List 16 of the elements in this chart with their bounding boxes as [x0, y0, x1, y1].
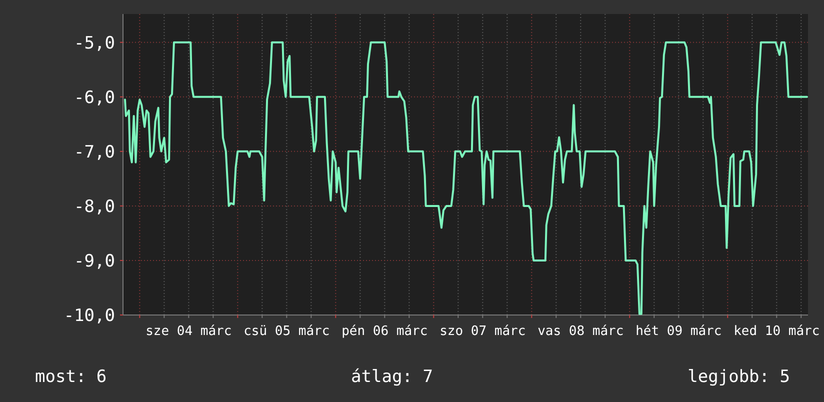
y-tick-label: -10,0	[64, 306, 115, 326]
x-tick-label: csü 05 márc	[244, 324, 330, 339]
x-tick-label: sze 04 márc	[146, 324, 232, 339]
y-tick-label: -9,0	[74, 251, 115, 272]
x-tick-label: vas 08 márc	[538, 324, 624, 339]
x-tick-label: ked 10 márc	[734, 324, 820, 339]
x-tick-label: szo 07 márc	[440, 324, 526, 339]
text: most: 6	[35, 367, 107, 387]
text: átlag: 7	[351, 367, 433, 387]
y-tick-label: -7,0	[74, 142, 115, 162]
x-tick-label: pén 06 márc	[342, 324, 428, 339]
x-tick-label: hét 09 márc	[636, 324, 722, 339]
y-tick-label: -6,0	[74, 88, 115, 108]
y-tick-label: -5,0	[74, 33, 115, 54]
y-tick-label: -8,0	[74, 196, 115, 217]
text: legjobb: 5	[688, 367, 790, 387]
